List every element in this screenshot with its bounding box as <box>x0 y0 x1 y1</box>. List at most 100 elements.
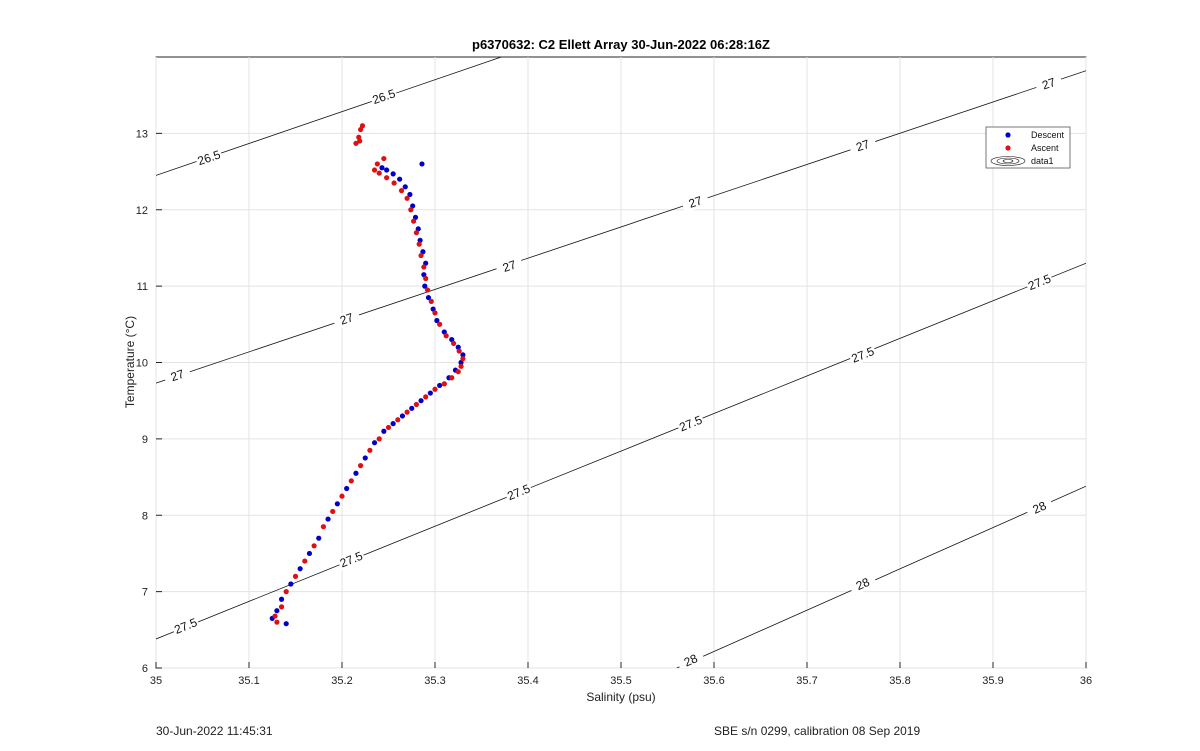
contour-label-bg <box>848 572 878 596</box>
density-contours: 26.526.527272727272727.527.527.527.527.5… <box>156 57 1086 669</box>
point-ascent <box>376 170 382 176</box>
point-descent <box>325 516 331 522</box>
point-ascent <box>408 207 414 213</box>
point-ascent <box>385 424 392 431</box>
point-descent <box>419 161 425 167</box>
point-ascent <box>292 573 299 579</box>
contour-label-bg <box>676 648 706 668</box>
point-descent <box>283 621 289 627</box>
x-tick-label: 35.6 <box>703 675 724 687</box>
point-ascent <box>398 188 405 194</box>
contour-label-bg <box>676 412 706 435</box>
point-ascent <box>384 175 390 181</box>
y-tick-label: 13 <box>136 128 148 140</box>
point-ascent <box>391 180 397 186</box>
contour-label: 27 <box>687 193 704 211</box>
contour-label-bg <box>369 85 399 108</box>
point-ascent <box>278 604 285 610</box>
contour-label-bg <box>171 614 201 638</box>
legend-label-data1: data1 <box>1031 156 1054 166</box>
point-descent <box>418 398 424 404</box>
point-ascent <box>353 140 359 146</box>
point-descent <box>390 171 396 177</box>
contour-label-bg <box>680 191 710 213</box>
x-axis-label: Salinity (psu) <box>586 690 655 704</box>
x-tick-label: 35.7 <box>796 675 817 687</box>
point-ascent <box>432 386 438 392</box>
legend-label-descent: Descent <box>1031 130 1065 140</box>
contour-label-bg <box>1024 270 1055 294</box>
point-ascent <box>421 264 427 270</box>
x-tick-label: 35.3 <box>424 675 445 687</box>
point-descent <box>460 352 466 358</box>
calibration-footer: SBE s/n 0299, calibration 08 Sep 2019 <box>714 724 921 738</box>
point-descent <box>379 165 385 171</box>
y-tick-label: 9 <box>142 434 148 446</box>
point-ascent <box>456 348 462 354</box>
point-descent <box>371 440 378 446</box>
point-ascent <box>348 478 354 484</box>
point-ascent <box>283 589 289 595</box>
contour-label: 27 <box>169 367 186 385</box>
point-ascent <box>272 613 278 619</box>
point-ascent <box>443 333 449 339</box>
contour-label: 28 <box>682 651 700 669</box>
y-axis-label: Temperature (°C) <box>123 316 137 408</box>
isopycnal-line <box>156 262 1086 640</box>
y-tick-label: 10 <box>136 358 148 370</box>
legend: Descent Ascent data1 <box>985 126 1071 169</box>
point-descent <box>334 501 340 507</box>
point-ascent <box>302 558 308 564</box>
point-ascent <box>423 275 429 282</box>
point-descent <box>316 535 322 541</box>
point-ascent <box>404 195 410 201</box>
point-ascent <box>413 230 419 236</box>
point-ascent <box>411 218 417 224</box>
point-descent <box>402 184 408 190</box>
point-ascent <box>371 167 378 173</box>
contour-label-bg <box>194 146 224 169</box>
contour-label: 27 <box>338 310 355 328</box>
point-ascent <box>404 409 410 415</box>
point-ascent <box>274 619 280 625</box>
point-ascent <box>460 356 466 362</box>
point-descent <box>362 455 368 461</box>
point-descent <box>306 550 313 557</box>
point-descent <box>409 405 415 411</box>
legend-marker-contour <box>990 156 1026 166</box>
point-ascent <box>441 381 447 387</box>
contour-label-bg <box>332 308 362 330</box>
contour-label: 27 <box>501 257 518 275</box>
point-descent <box>344 485 350 492</box>
isopycnal-line <box>676 485 1086 668</box>
y-tick-label: 8 <box>142 510 148 522</box>
point-ascent <box>416 241 422 247</box>
x-tick-label: 36 <box>1080 675 1092 687</box>
point-descent <box>437 382 443 389</box>
point-descent <box>381 428 387 434</box>
point-descent <box>434 317 440 324</box>
contour-label-bg <box>1034 72 1064 95</box>
y-axis-ticks: 6 7 8 9 10 11 12 13 <box>136 128 162 675</box>
point-ascent <box>320 524 326 530</box>
contour-label-bg <box>494 255 524 278</box>
legend-box <box>985 126 1071 169</box>
point-descent <box>397 176 403 182</box>
point-ascent <box>359 123 366 129</box>
point-descent <box>407 191 413 198</box>
contour-label: 27 <box>1040 75 1057 93</box>
point-ascent <box>413 401 419 408</box>
point-ascent <box>428 298 434 304</box>
x-tick-label: 35 <box>150 675 162 687</box>
x-tick-label: 35.2 <box>331 675 352 687</box>
contour-label: 28 <box>854 575 872 593</box>
y-tick-label: 11 <box>137 281 148 293</box>
point-ascent <box>381 155 387 162</box>
point-descent <box>399 413 406 419</box>
timestamp-footer: 30-Jun-2022 11:45:31 <box>156 724 273 738</box>
point-ascent <box>424 287 431 293</box>
contour-label-bg <box>1024 495 1055 520</box>
legend-marker-ascent <box>1005 145 1011 151</box>
point-descent <box>353 470 359 476</box>
point-ascent <box>395 417 401 423</box>
